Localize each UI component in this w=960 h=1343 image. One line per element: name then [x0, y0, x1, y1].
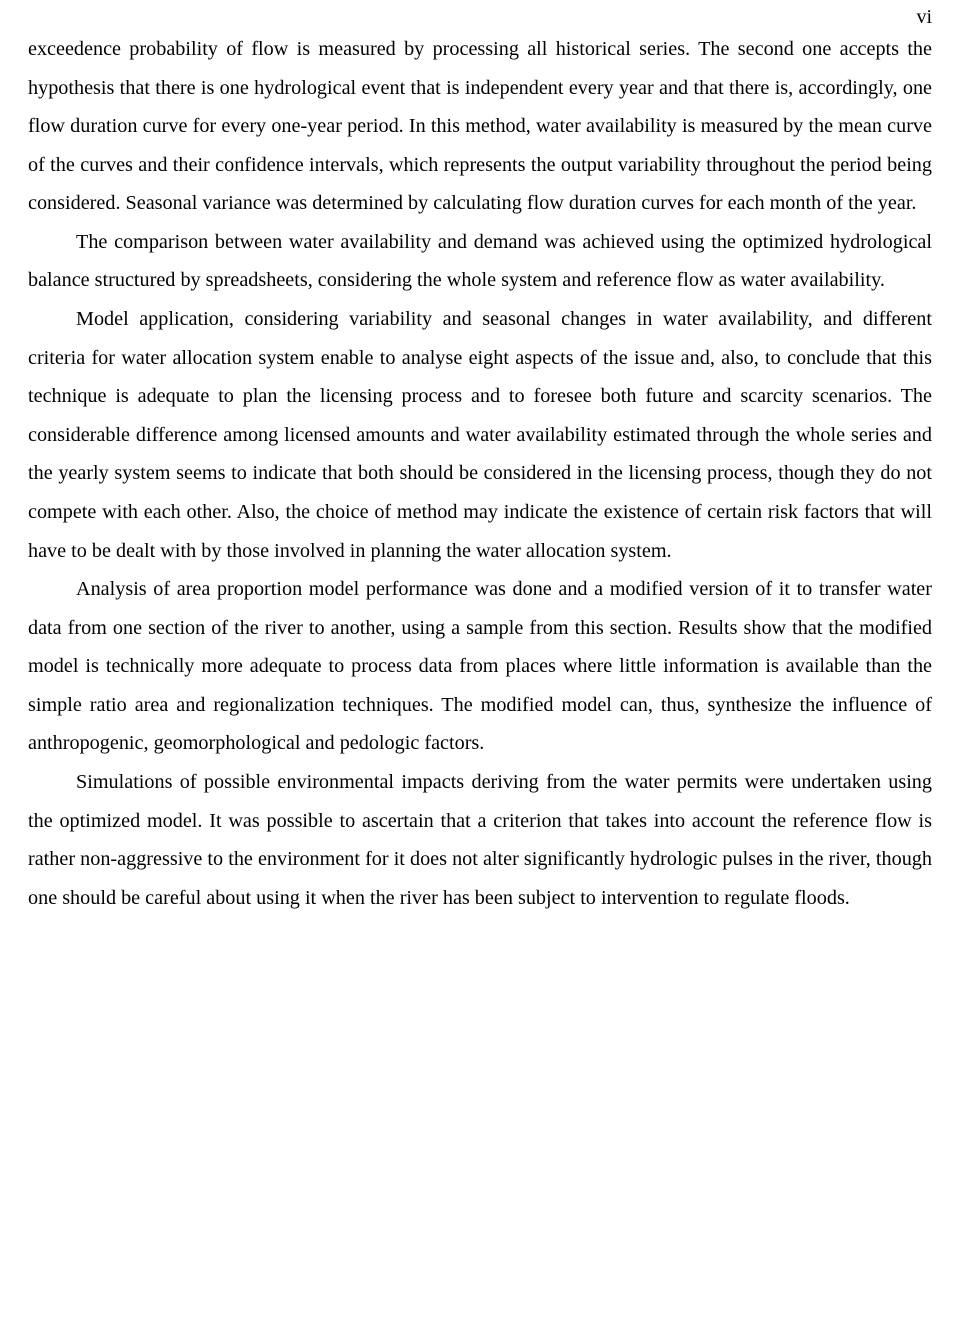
paragraph-1: exceedence probability of flow is measur…: [28, 30, 932, 223]
document-page: vi exceedence probability of flow is mea…: [0, 0, 960, 1343]
paragraph-5: Simulations of possible environmental im…: [28, 763, 932, 917]
paragraph-2: The comparison between water availabilit…: [28, 223, 932, 300]
page-number: vi: [916, 6, 932, 29]
paragraph-3: Model application, considering variabili…: [28, 300, 932, 570]
paragraph-4: Analysis of area proportion model perfor…: [28, 570, 932, 763]
